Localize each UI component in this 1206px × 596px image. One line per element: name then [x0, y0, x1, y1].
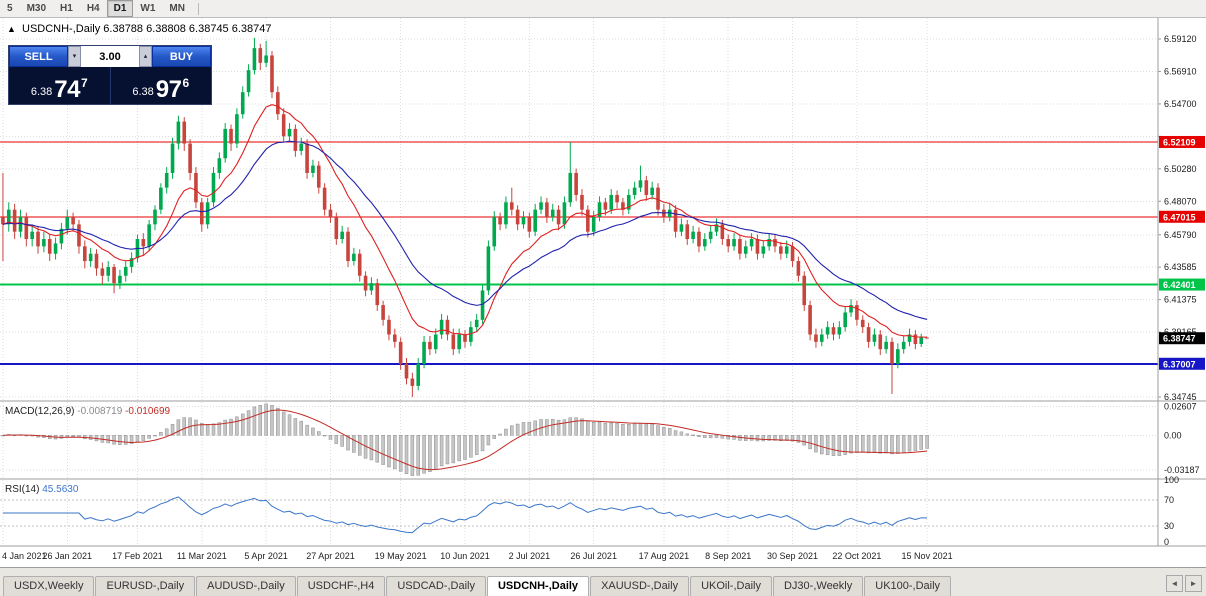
tabs-scroll-controls: ◄ ►: [1166, 575, 1206, 596]
timeframe-button-d1[interactable]: D1: [106, 0, 134, 17]
one-click-collapse-icon[interactable]: ▲: [7, 24, 16, 34]
chart-tab-dj30-weekly[interactable]: DJ30-,Weekly: [772, 576, 864, 596]
hline-price-label: 6.47015: [1159, 210, 1205, 223]
macd-grid: [0, 406, 1158, 471]
sell-price-big-digits: 74: [54, 75, 80, 103]
ma-fast-line: [2, 104, 928, 338]
chart-tab-xauusd-daily[interactable]: XAUUSD-,Daily: [590, 576, 690, 596]
svg-text:6.34745: 6.34745: [1164, 392, 1197, 402]
svg-text:30: 30: [1164, 521, 1174, 531]
svg-text:6.50280: 6.50280: [1164, 164, 1197, 174]
buy-price[interactable]: 6.38 97 6: [109, 67, 212, 104]
svg-text:6.45790: 6.45790: [1164, 230, 1197, 240]
chart-tab-usdchf-h4[interactable]: USDCHF-,H4: [296, 576, 386, 596]
panel-separators[interactable]: [0, 400, 1206, 547]
chart-tabs-bar: USDX,Weekly EURUSD-,Daily AUDUSD-,Daily USD…: [0, 567, 1206, 596]
timeframe-button-mn[interactable]: MN: [169, 3, 185, 14]
symbol-ohlc-header: ▲ USDCNH-,Daily 6.38788 6.38808 6.38745 6…: [7, 23, 272, 35]
buy-price-pipette: 6: [182, 76, 190, 90]
hline-price-label: 6.42401: [1159, 278, 1205, 291]
chart-tab-audusd-daily[interactable]: AUDUSD-,Daily: [196, 576, 296, 596]
chart-tab-ukoil-daily[interactable]: UKOil-,Daily: [690, 576, 772, 596]
svg-text:5 Apr 2021: 5 Apr 2021: [244, 551, 288, 561]
rsi-levels: [0, 499, 1158, 527]
timeframe-button-5[interactable]: 5: [7, 3, 13, 14]
svg-text:26 Jul 2021: 26 Jul 2021: [570, 551, 617, 561]
current-price-label: 6.38747: [1159, 332, 1205, 345]
svg-text:8 Sep 2021: 8 Sep 2021: [705, 551, 751, 561]
svg-text:27 Apr 2021: 27 Apr 2021: [306, 551, 355, 561]
chart-area: 6.59120 6.56910 6.54700 6.50280 6.48070 6.457…: [0, 18, 1206, 567]
tabs-scroll-right-button[interactable]: ►: [1185, 575, 1202, 592]
svg-text:26 Jan 2021: 26 Jan 2021: [42, 551, 92, 561]
svg-text:2 Jul 2021: 2 Jul 2021: [509, 551, 551, 561]
svg-text:11 Mar 2021: 11 Mar 2021: [177, 551, 227, 561]
volume-input[interactable]: [81, 46, 139, 67]
price-chart[interactable]: 6.59120 6.56910 6.54700 6.50280 6.48070 6.457…: [0, 18, 1206, 567]
svg-text:6.43585: 6.43585: [1164, 262, 1197, 272]
svg-text:6.41375: 6.41375: [1164, 295, 1197, 305]
sell-price-pipette: 7: [80, 76, 88, 90]
svg-text:70: 70: [1164, 495, 1174, 505]
svg-text:6.37007: 6.37007: [1163, 359, 1196, 369]
svg-text:6.52109: 6.52109: [1163, 137, 1196, 147]
svg-text:6.38747: 6.38747: [1163, 334, 1196, 344]
svg-text:0.02607: 0.02607: [1164, 402, 1197, 412]
chart-tab-uk100-daily[interactable]: UK100-,Daily: [864, 576, 952, 596]
buy-price-big-digits: 97: [155, 75, 182, 103]
horizontal-lines[interactable]: [0, 141, 1158, 365]
tabs-scroll-left-button[interactable]: ◄: [1166, 575, 1183, 592]
svg-text:4 Jan 2021: 4 Jan 2021: [2, 551, 47, 561]
buy-button[interactable]: BUY: [152, 46, 211, 67]
svg-text:10 Jun 2021: 10 Jun 2021: [440, 551, 490, 561]
rsi-line: [2, 496, 928, 534]
volume-decrease-button[interactable]: ▾: [68, 46, 81, 67]
chart-tab-usdx-weekly[interactable]: USDX,Weekly: [3, 576, 95, 596]
macd-header: MACD(12,26,9) -0.008719 -0.010699: [5, 406, 171, 417]
chart-tab-eurusd-daily[interactable]: EURUSD-,Daily: [95, 576, 196, 596]
timeframe-button-h4[interactable]: H4: [86, 3, 100, 14]
svg-text:100: 100: [1164, 475, 1179, 485]
svg-text:22 Oct 2021: 22 Oct 2021: [832, 551, 881, 561]
rsi-header: RSI(14) 45.5630: [5, 484, 79, 495]
svg-text:15 Nov 2021: 15 Nov 2021: [902, 551, 953, 561]
svg-text:17 Feb 2021: 17 Feb 2021: [112, 551, 163, 561]
hline-price-label: 6.52109: [1159, 135, 1205, 148]
timeframe-button-h1[interactable]: H1: [60, 3, 73, 14]
svg-text:6.59120: 6.59120: [1164, 34, 1197, 44]
timeframe-button-w1[interactable]: W1: [140, 3, 156, 14]
svg-text:6.47015: 6.47015: [1163, 212, 1196, 222]
svg-text:6.48070: 6.48070: [1164, 196, 1197, 206]
volume-increase-button[interactable]: ▴: [139, 46, 152, 67]
chart-tabs: USDX,Weekly EURUSD-,Daily AUDUSD-,Daily USD…: [0, 576, 952, 596]
price-axis[interactable]: 6.59120 6.56910 6.54700 6.50280 6.48070 6.457…: [1157, 18, 1205, 547]
hline-price-label: 6.37007: [1159, 357, 1205, 370]
macd-signal-line: [2, 409, 928, 471]
svg-text:-0.03187: -0.03187: [1164, 465, 1200, 475]
chart-tab-usdcad-daily[interactable]: USDCAD-,Daily: [386, 576, 486, 596]
svg-text:19 May 2021: 19 May 2021: [375, 551, 427, 561]
buy-price-prefix: 6.38: [132, 86, 154, 98]
ma-slow-line: [2, 140, 928, 320]
sell-price[interactable]: 6.38 74 7: [9, 67, 110, 104]
svg-text:6.39165: 6.39165: [1164, 327, 1197, 337]
timeframe-toolbar: 5 M30 H1 H4 D1 W1 MN: [0, 0, 1206, 18]
svg-text:17 Aug 2021: 17 Aug 2021: [639, 551, 690, 561]
timeframe-button-m30[interactable]: M30: [26, 3, 47, 14]
svg-text:30 Sep 2021: 30 Sep 2021: [767, 551, 818, 561]
toolbar-separator: [197, 2, 199, 15]
svg-text:6.42401: 6.42401: [1163, 280, 1196, 290]
sell-price-prefix: 6.38: [30, 86, 53, 98]
sell-button[interactable]: SELL: [9, 46, 68, 67]
svg-text:0.00: 0.00: [1164, 430, 1182, 440]
chart-tab-usdcnh-daily[interactable]: USDCNH-,Daily: [486, 576, 590, 596]
svg-text:6.56910: 6.56910: [1164, 66, 1197, 76]
candles: [1, 37, 929, 397]
svg-text:6.54700: 6.54700: [1164, 99, 1197, 109]
svg-text:0: 0: [1164, 537, 1169, 547]
